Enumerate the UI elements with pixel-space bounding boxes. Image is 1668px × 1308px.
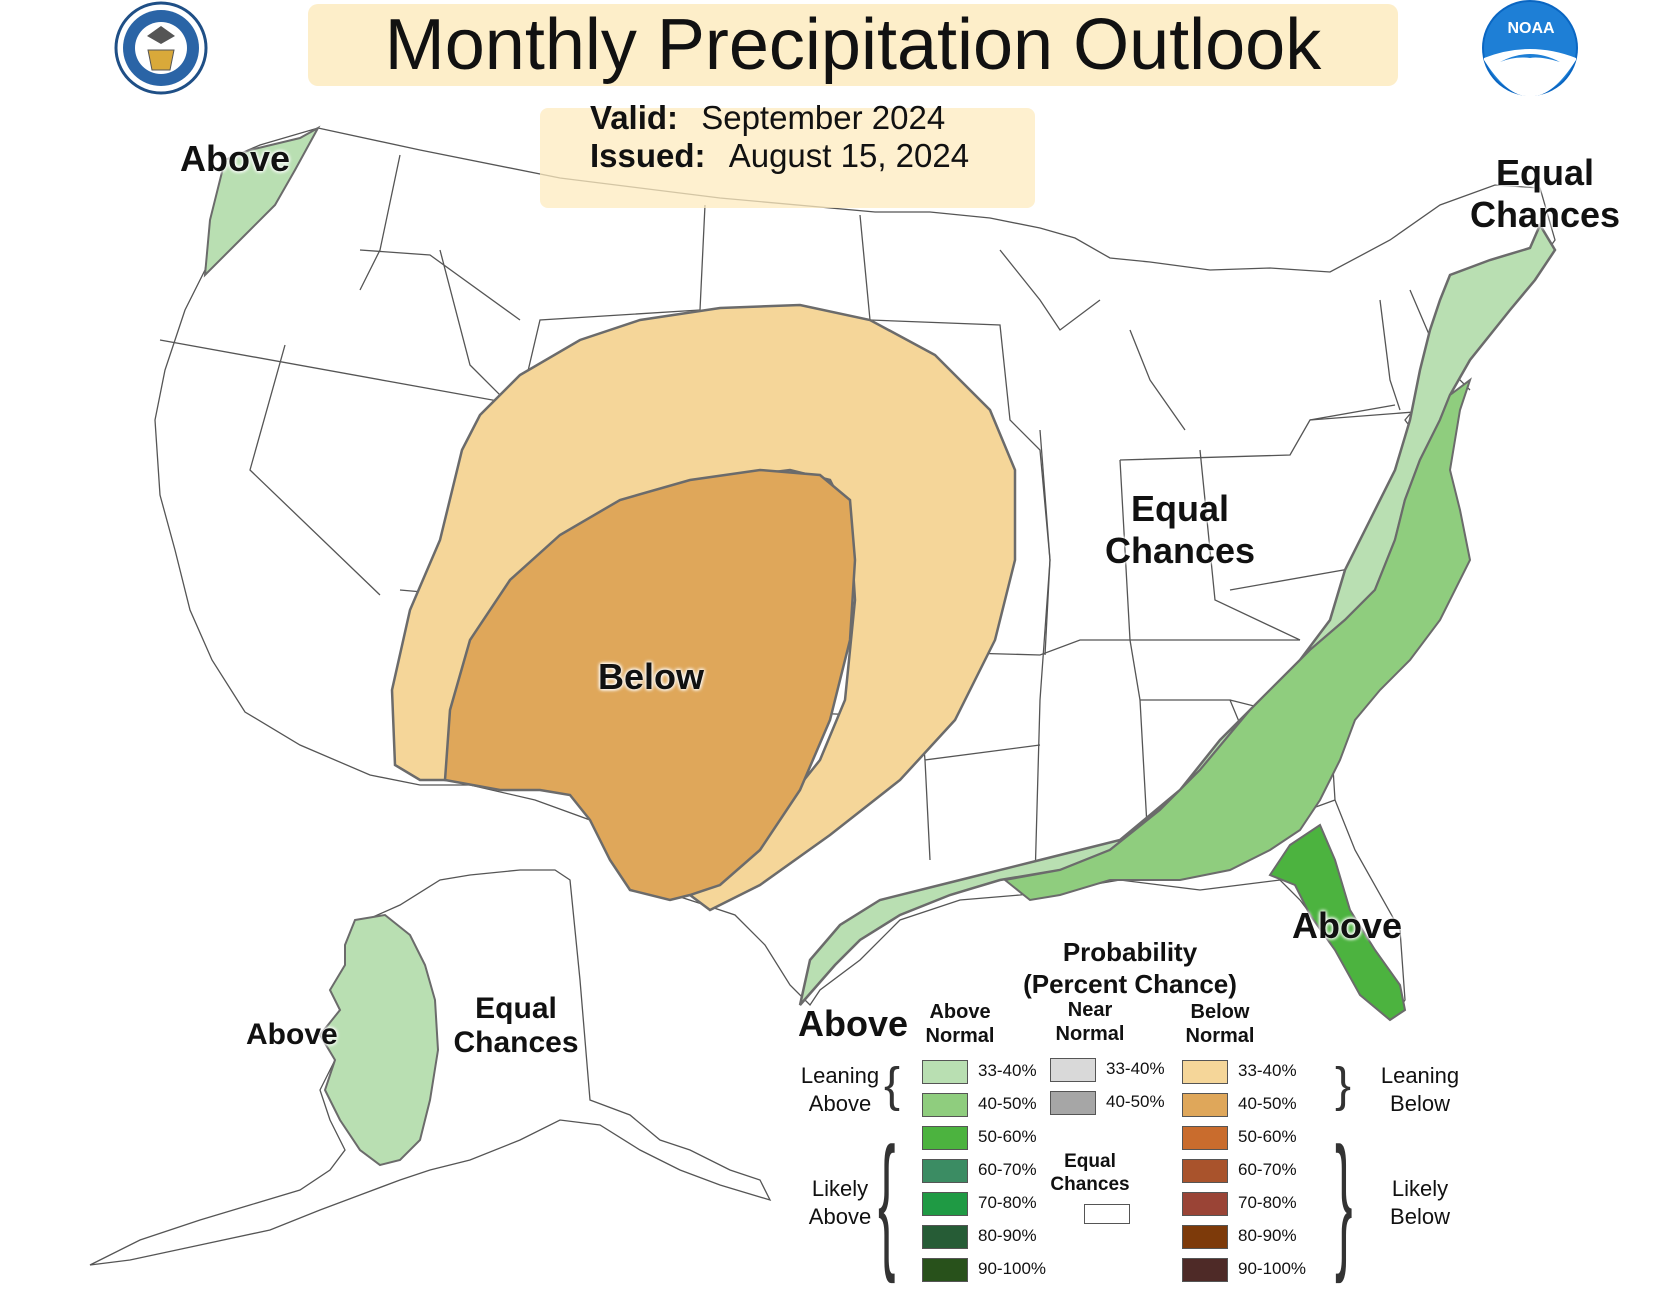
legend-leaning-below-line2: Below [1390,1091,1450,1116]
legend-swatch-label-above-4: 70-80% [978,1193,1037,1212]
region-label-alaska-line1: Equal [475,992,557,1025]
legend-swatch-below-0 [1182,1060,1228,1084]
valid-highlight [540,108,1035,208]
region-label-northeast-line1: Equal [1495,152,1594,193]
legend-swatch-label-below-4: 70-80% [1238,1193,1297,1212]
legend-leaning-above-line1: Leaning [800,1063,880,1088]
region-label-gulf: Above [798,1003,909,1044]
region-label-alaska-west: Above [246,1018,338,1051]
above-33-40-pacific-nw-region [203,125,321,278]
valid-value: September 2024 [701,99,946,136]
leaning-above-brace-icon: { [884,1059,901,1112]
region-label-southwest: Below [598,656,705,697]
region-label-northeast-line2: Chances [1469,194,1621,235]
legend-swatch-label-above-0: 33-40% [978,1061,1037,1080]
region-label-central-line2: Chances [1104,530,1256,571]
legend-swatch-above-5 [922,1225,968,1249]
legend-head-below-line1: Below [1190,1001,1250,1023]
legend-swatch-label-below-0: 33-40% [1238,1061,1297,1080]
legend-title-line2: (Percent Chance) [1023,969,1237,999]
legend-swatch-above-2 [922,1126,968,1150]
legend-swatch-above-4 [922,1192,968,1216]
legend-swatch-label-below-3: 60-70% [1238,1160,1297,1179]
alaska [89,869,772,1266]
legend-head-above-line1: Above [929,1001,991,1023]
legend-swatch-above-6 [922,1258,968,1282]
legend-head-below: Below Normal [1175,1000,1265,1048]
legend-swatch-below-2 [1182,1126,1228,1150]
legend-head-above-line2: Normal [925,1025,995,1047]
region-label-florida: Above [1292,905,1403,946]
legend-leaning-above: Leaning Above [790,1062,890,1118]
above-40-50-east-region [1002,377,1472,902]
legend-swatch-label-below-2: 50-60% [1238,1127,1297,1146]
region-label-alaska: Equal Chances [446,992,586,1060]
department-of-commerce-seal-icon [114,1,208,95]
legend-head-above: Above Normal [920,1000,1000,1048]
title-highlight [308,4,1398,86]
legend-likely-above: Likely Above [790,1175,890,1231]
legend-equal-chances-line2: Chances [1050,1174,1130,1195]
region-label-central: Equal Chances [1095,488,1265,572]
legend: Probability (Percent Chance) Above Norma… [770,930,1660,1300]
legend-swatch-near-0 [1050,1058,1096,1082]
noaa-logo-icon [1482,0,1578,97]
legend-swatch-above-1 [922,1093,968,1117]
below-40-50-region [443,468,857,902]
region-label-alaska-line2: Chances [453,1026,579,1059]
legend-swatch-above-3 [922,1159,968,1183]
issued-key: Issued: [590,137,706,174]
legend-equal-chances: Equal Chances [1040,1150,1140,1196]
legend-likely-above-line2: Above [808,1204,872,1229]
legend-swatch-label-above-2: 50-60% [978,1127,1037,1146]
legend-leaning-below-line1: Leaning [1380,1063,1460,1088]
legend-equal-chances-swatch [1084,1204,1130,1224]
legend-swatch-label-below-5: 80-90% [1238,1226,1297,1245]
legend-head-near: Near Normal [1045,998,1135,1046]
legend-swatch-label-above-3: 60-70% [978,1160,1037,1179]
region-label-northeast: Equal Chances [1465,152,1625,236]
region-label-pacific-nw: Above [180,138,291,179]
legend-head-near-line2: Normal [1055,1023,1125,1045]
legend-head-below-line2: Normal [1185,1025,1255,1047]
legend-head-near-line1: Near [1067,999,1113,1021]
above-50-60-florida-region [1268,823,1407,1022]
legend-swatch-below-5 [1182,1225,1228,1249]
legend-likely-below-line2: Below [1390,1204,1450,1229]
above-33-40-alaska-region [318,913,440,1167]
legend-swatch-label-below-1: 40-50% [1238,1094,1297,1113]
legend-leaning-below: Leaning Below [1360,1062,1480,1118]
legend-leaning-above-line2: Above [808,1091,872,1116]
legend-swatch-below-6 [1182,1258,1228,1282]
legend-swatch-below-1 [1182,1093,1228,1117]
legend-title: Probability (Percent Chance) [960,936,1300,1000]
likely-below-brace-icon: } [1335,1116,1353,1284]
valid-key: Valid: [590,99,679,136]
page-title: Monthly Precipitation Outlook [384,5,1322,85]
legend-swatch-label-near-1: 40-50% [1106,1092,1165,1111]
likely-above-brace-icon: { [878,1116,896,1284]
legend-swatch-label-near-0: 33-40% [1106,1059,1165,1078]
legend-swatch-below-4 [1182,1192,1228,1216]
legend-likely-below-line1: Likely [1391,1176,1449,1201]
legend-swatch-label-below-6: 90-100% [1238,1259,1307,1278]
legend-swatch-label-above-1: 40-50% [978,1094,1037,1113]
legend-swatch-label-above-5: 80-90% [978,1226,1037,1245]
legend-swatch-near-1 [1050,1091,1096,1115]
legend-equal-chances-line1: Equal [1064,1151,1116,1172]
leaning-below-brace-icon: } [1335,1059,1352,1112]
legend-swatch-below-3 [1182,1159,1228,1183]
issued-line: Issued: August 15, 2024 [590,136,969,176]
legend-swatch-label-above-6: 90-100% [978,1259,1047,1278]
issued-value: August 15, 2024 [728,137,970,174]
legend-likely-below: Likely Below [1360,1175,1480,1231]
legend-likely-above-line1: Likely [811,1176,869,1201]
region-label-central-line1: Equal [1130,488,1229,529]
noaa-logo-text: NOAA [1507,20,1555,37]
valid-line: Valid: September 2024 [590,98,945,138]
legend-swatch-above-0 [922,1060,968,1084]
legend-title-line1: Probability [1062,937,1198,967]
